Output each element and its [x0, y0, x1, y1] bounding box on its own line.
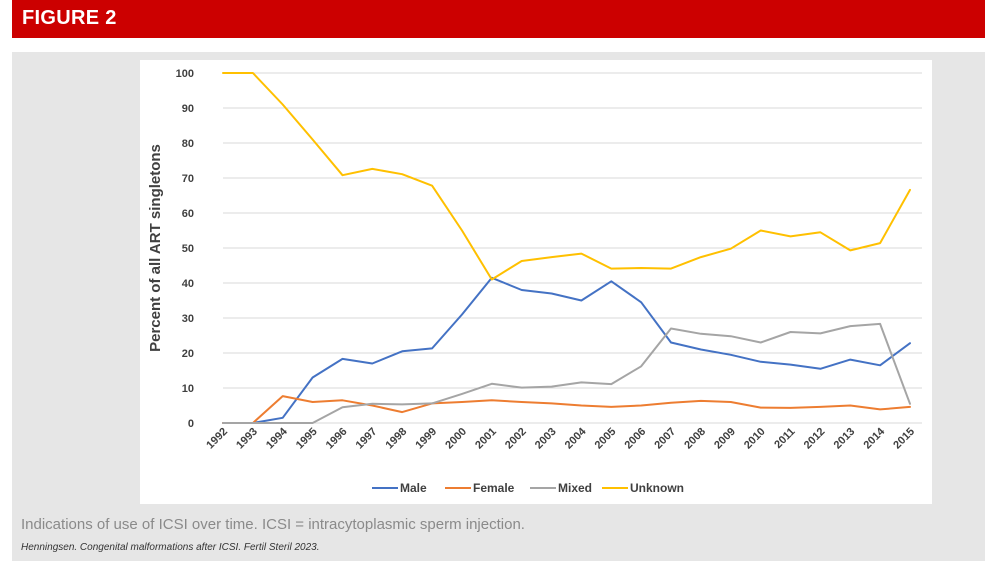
- figure-label: FIGURE 2: [22, 7, 117, 29]
- y-tick-label: 0: [188, 418, 194, 430]
- x-tick-label: 2007: [652, 426, 678, 452]
- y-tick-label: 50: [182, 243, 194, 255]
- series-line-male: [222, 276, 911, 424]
- y-tick-label: 90: [182, 103, 194, 115]
- x-tick-label: 1993: [234, 426, 260, 452]
- x-tick-label: 2006: [622, 426, 648, 452]
- y-tick-label: 30: [182, 313, 194, 325]
- series-line-mixed: [222, 322, 911, 424]
- x-tick-label: 2005: [593, 426, 619, 452]
- x-tick-label: 2004: [563, 425, 589, 451]
- x-tick-label: 2009: [712, 426, 738, 452]
- legend-label: Unknown: [630, 481, 684, 495]
- x-tick-label: 1996: [324, 426, 350, 452]
- figure-banner: FIGURE 2: [12, 0, 985, 38]
- x-tick-label: 2012: [802, 426, 828, 452]
- legend-label: Female: [473, 481, 515, 495]
- legend-label: Male: [400, 481, 427, 495]
- x-tick-label: 1995: [294, 426, 320, 452]
- x-tick-label: 2000: [443, 426, 469, 452]
- figure-citation: Henningsen. Congenital malformations aft…: [21, 542, 320, 553]
- legend-label: Mixed: [558, 481, 592, 495]
- y-tick-label: 70: [182, 173, 194, 185]
- y-tick-label: 80: [182, 138, 194, 150]
- x-tick-label: 2003: [533, 426, 559, 452]
- x-tick-label: 1992: [204, 426, 230, 452]
- x-tick-label: 2001: [473, 426, 499, 452]
- figure-caption: Indications of use of ICSI over time. IC…: [21, 516, 525, 533]
- y-tick-label: 100: [176, 68, 194, 80]
- y-tick-label: 60: [182, 208, 194, 220]
- x-tick-label: 2011: [772, 426, 797, 451]
- x-tick-label: 2014: [861, 425, 887, 451]
- x-tick-label: 2010: [742, 426, 768, 452]
- y-axis-title: Percent of all ART singletons: [147, 144, 164, 352]
- y-tick-label: 40: [182, 278, 194, 290]
- y-tick-label: 20: [182, 348, 194, 360]
- y-tick-label: 10: [182, 383, 194, 395]
- x-tick-label: 2015: [891, 426, 917, 452]
- x-tick-label: 1999: [413, 426, 439, 452]
- series-line-unknown: [222, 72, 911, 281]
- series-line-female: [222, 395, 911, 424]
- chart-area: [140, 60, 932, 504]
- x-tick-label: 2008: [682, 426, 708, 452]
- x-tick-label: 1997: [354, 426, 380, 452]
- x-tick-label: 1998: [384, 426, 410, 452]
- x-tick-label: 2002: [503, 426, 529, 452]
- x-tick-label: 1994: [264, 425, 290, 451]
- x-tick-label: 2013: [832, 426, 858, 452]
